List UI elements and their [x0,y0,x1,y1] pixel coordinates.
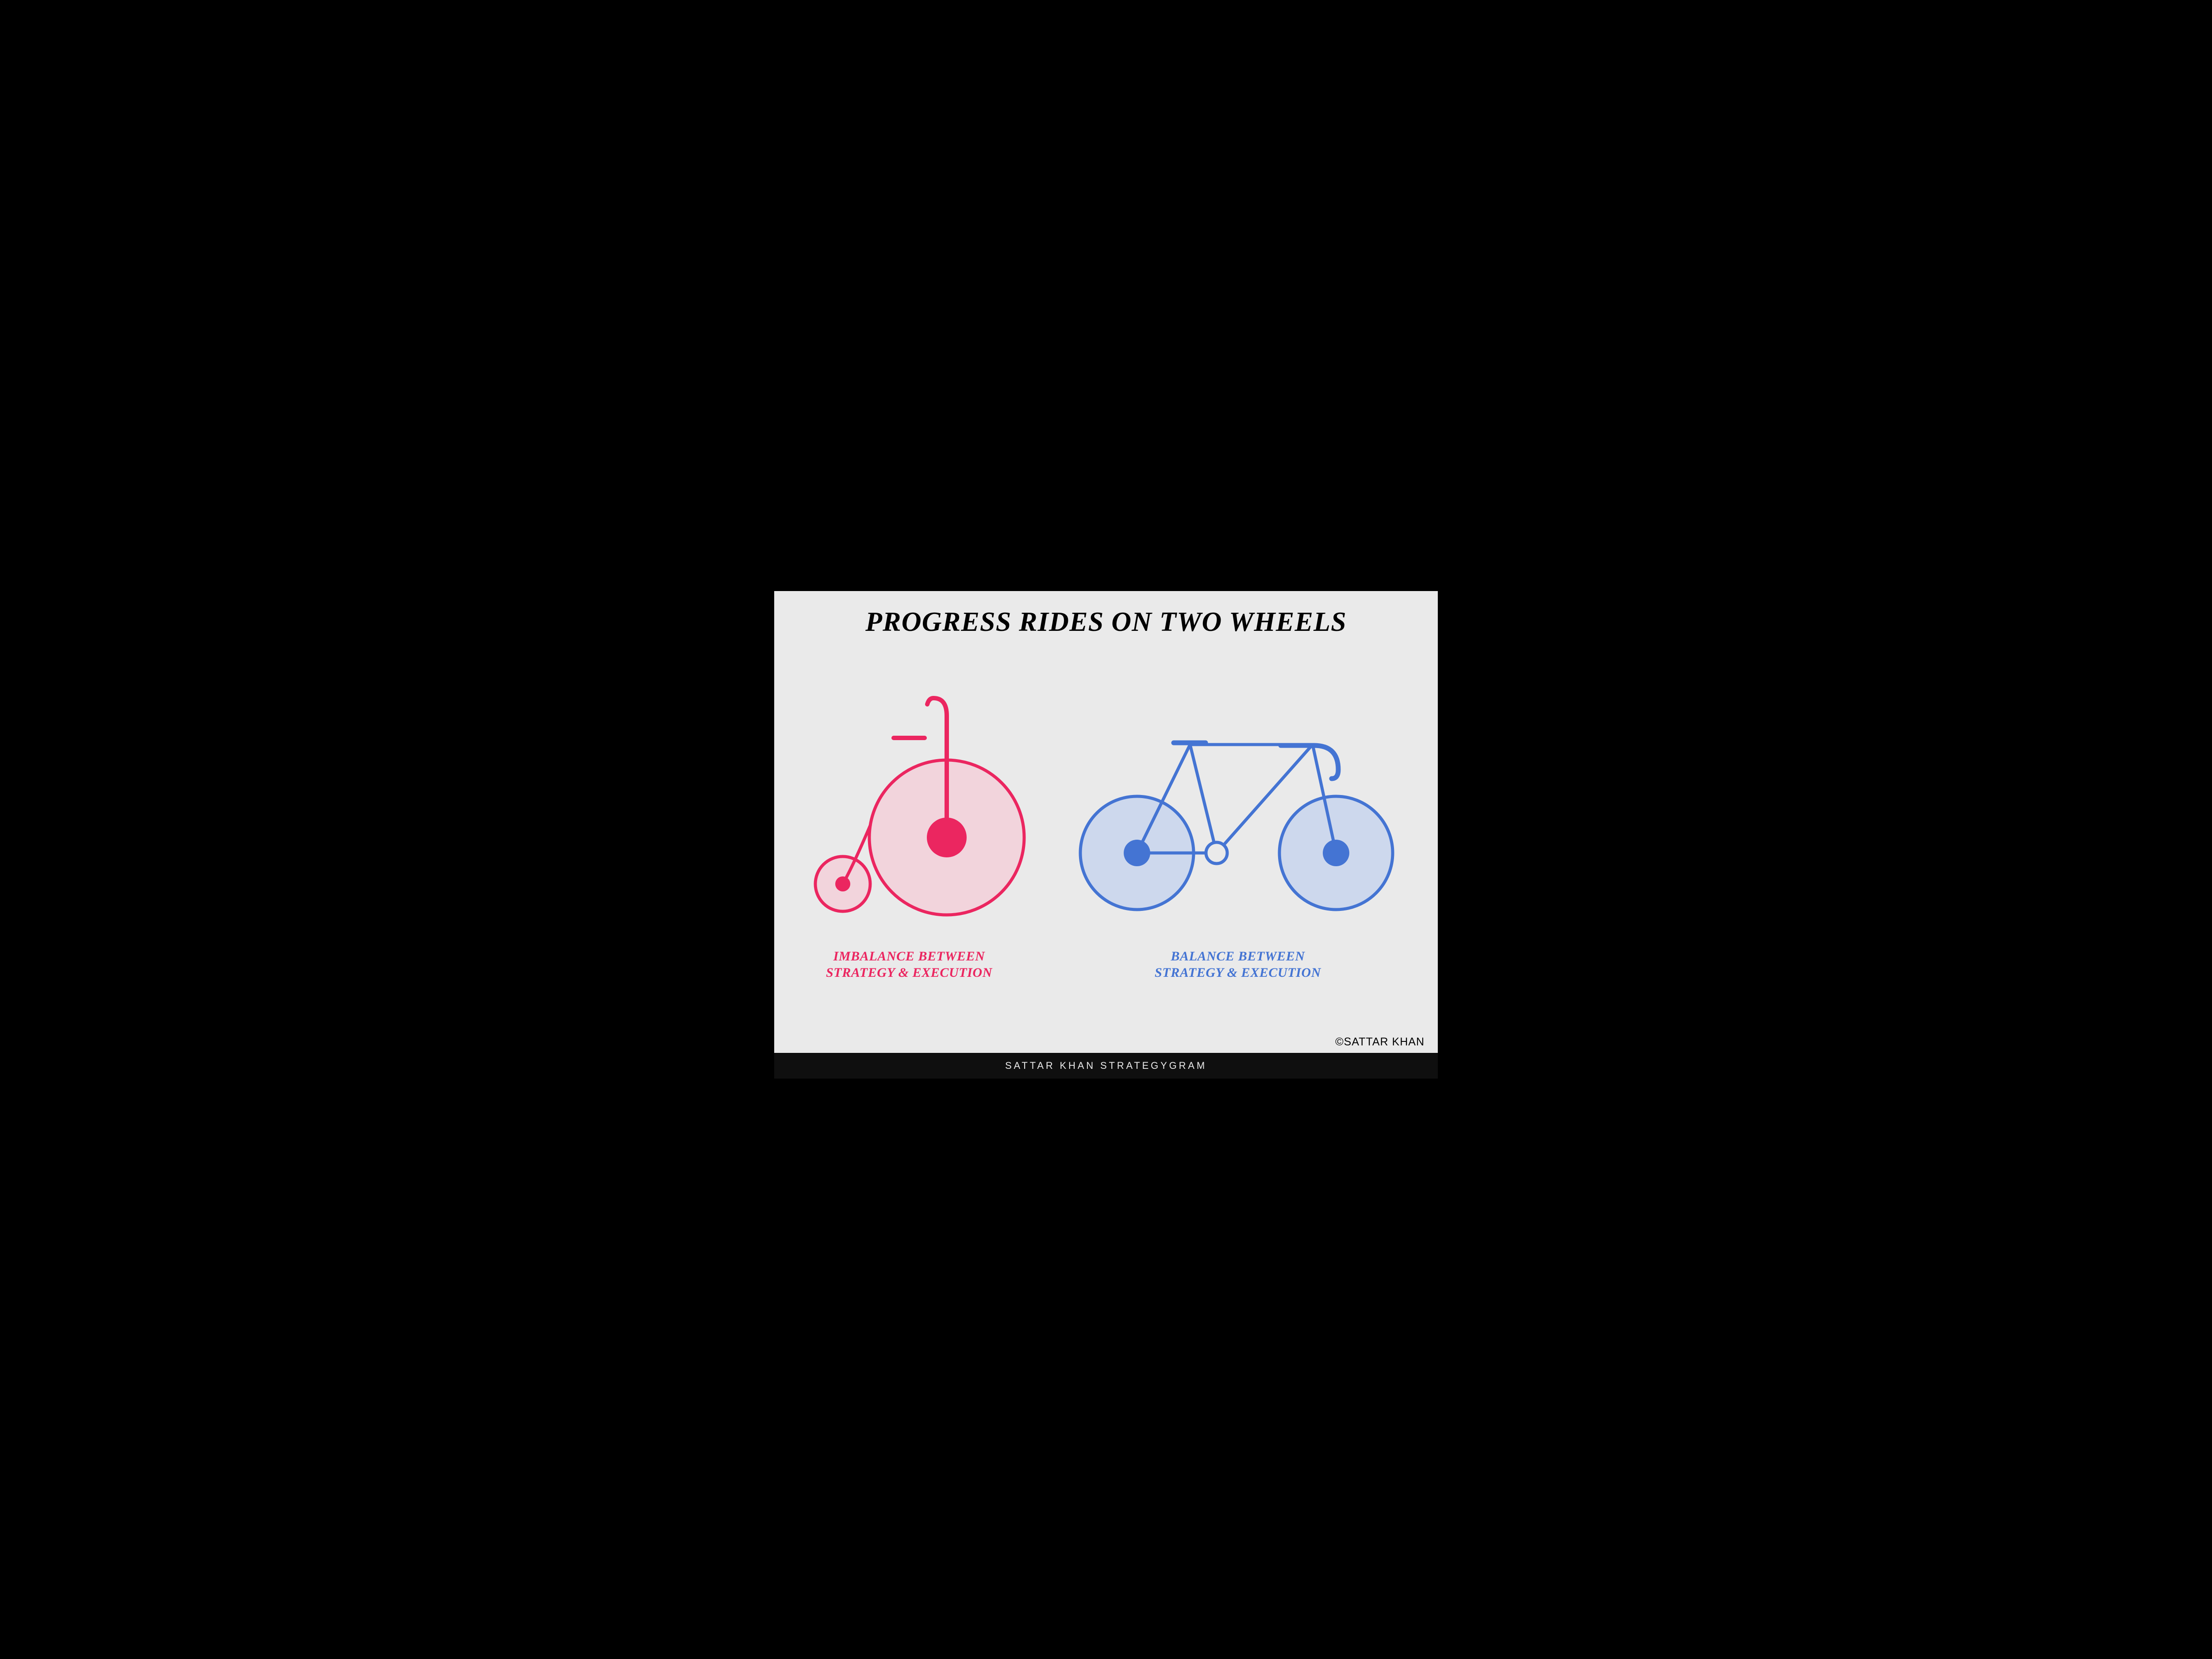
penny-farthing-icon [801,674,1031,922]
caption-imbalance: IMBALANCE BETWEEN STRATEGY & EXECUTION [776,948,1042,981]
caption-balance: BALANCE BETWEEN STRATEGY & EXECUTION [1105,948,1371,981]
top-bar [774,581,1438,591]
credit-text: ©SATTAR KHAN [1335,1036,1425,1048]
footer-text: SATTAR KHAN STRATEGYGRAM [774,1060,1438,1071]
page-title: PROGRESS RIDES ON TWO WHEELS [774,605,1438,640]
bicycle-icon [1066,700,1411,922]
